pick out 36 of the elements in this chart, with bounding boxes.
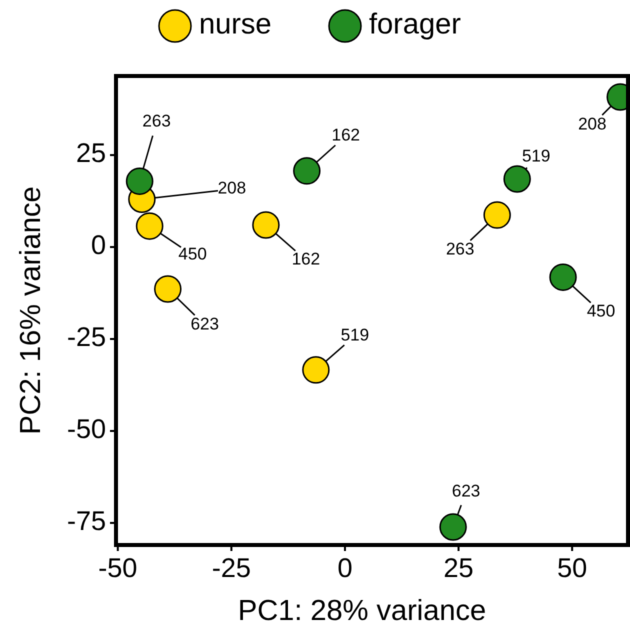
point (549, 263, 577, 291)
x-tick-label: 0 (337, 553, 352, 583)
annotation: 623 (190, 314, 219, 334)
point (503, 165, 531, 193)
annotation: 263 (446, 240, 474, 259)
point (293, 157, 321, 185)
x-tick-label: 50 (557, 553, 588, 583)
y-tick-label: 25 (76, 138, 106, 168)
annotation: 450 (178, 244, 207, 264)
y-tick-label: -75 (66, 506, 106, 536)
point (483, 201, 511, 229)
y-tick-label: 0 (90, 230, 106, 260)
legend-label: nurse (199, 8, 272, 41)
annotation: 208 (578, 114, 606, 134)
x-tick-label: -50 (98, 553, 138, 583)
point (154, 275, 182, 303)
annotation: 519 (340, 325, 370, 344)
x-axis-title: PC1: 28% variance (238, 595, 486, 626)
y-axis-title: PC2: 16% variance (15, 186, 47, 435)
point (302, 356, 330, 384)
annotation: 263 (142, 112, 171, 131)
x-tick-label: 25 (444, 553, 474, 583)
annotation: 208 (218, 178, 246, 198)
annotation: 162 (292, 249, 320, 268)
point (439, 513, 467, 541)
point (136, 212, 164, 240)
x-tick-label: -25 (212, 553, 251, 583)
y-tick-label: -50 (66, 414, 106, 444)
point (126, 167, 154, 195)
legend-label: forager (369, 8, 462, 41)
annotation: 450 (586, 302, 616, 321)
annotation: 519 (522, 146, 550, 166)
y-tick-label: -25 (66, 322, 106, 352)
point (252, 211, 280, 239)
annotation: 623 (452, 481, 480, 500)
annotation: 162 (332, 125, 360, 144)
